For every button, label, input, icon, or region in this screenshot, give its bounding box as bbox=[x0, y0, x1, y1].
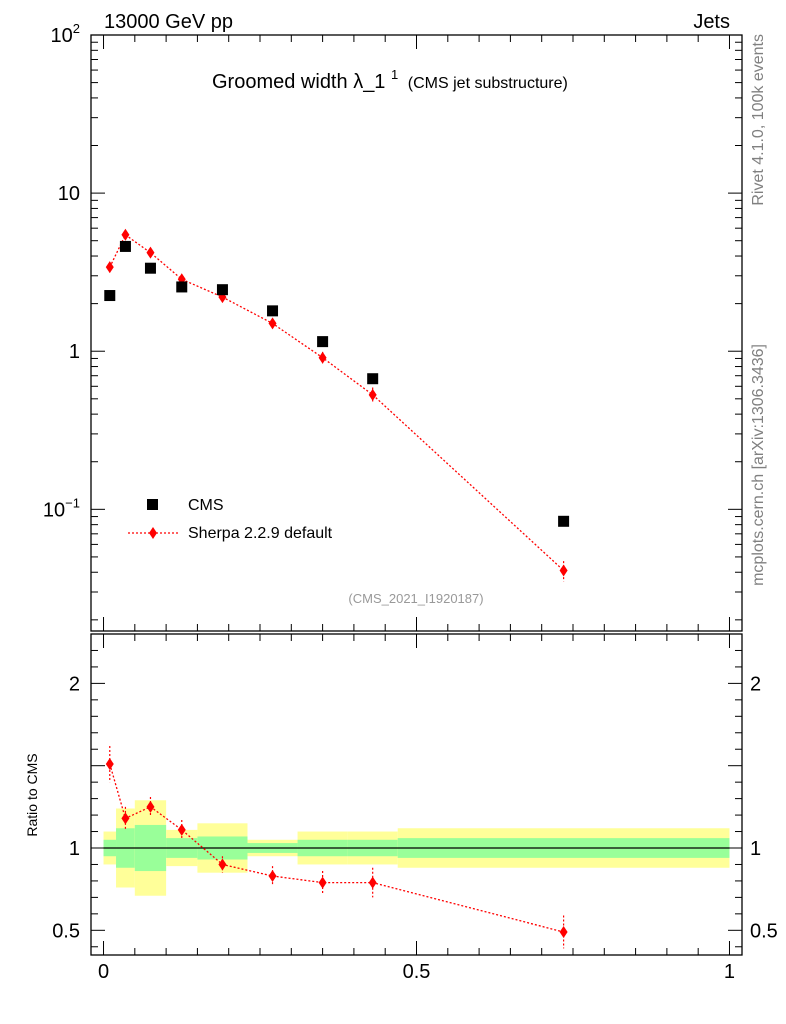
mc-ratio-point bbox=[218, 858, 227, 871]
cms-data-point bbox=[558, 515, 570, 527]
cms-data-point bbox=[144, 262, 156, 274]
mc-ratio-point bbox=[105, 758, 114, 771]
ratio-plot-frame bbox=[90, 633, 743, 956]
legend: CMS Sherpa 2.2.9 default bbox=[128, 497, 333, 542]
ratio-y-tick-label-left: 1 bbox=[69, 838, 80, 860]
mc-ratio-point bbox=[177, 823, 186, 836]
cms-data-point bbox=[367, 373, 379, 385]
mc-ratio-point bbox=[318, 876, 327, 889]
mc-main-point bbox=[368, 388, 377, 401]
mc-ratio-point bbox=[146, 800, 155, 813]
cms-data-point bbox=[119, 240, 131, 252]
ratio-x-tick-label: 0 bbox=[98, 961, 109, 983]
ratio-y-tick-label-right: 2 bbox=[750, 673, 761, 695]
main-y-tick-label: 10−1 bbox=[43, 495, 80, 521]
title-main: Groomed width bbox=[212, 71, 348, 93]
mc-main-point bbox=[146, 246, 155, 259]
mc-ratio-point bbox=[268, 869, 277, 882]
cms-data-point bbox=[104, 290, 116, 302]
ratio-y-tick-label-right: 0.5 bbox=[750, 920, 778, 942]
ratio-x-tick-label: 1 bbox=[724, 961, 735, 983]
ratio-ylabel: Ratio to CMS bbox=[24, 753, 40, 836]
mcplots-label: mcplots.cern.ch [arXiv:1306.3436] bbox=[750, 344, 767, 586]
main-y-tick-label: 102 bbox=[51, 21, 80, 47]
rivet-label: Rivet 4.1.0, 100k events bbox=[750, 34, 767, 206]
ratio-y-tick-label-right: 1 bbox=[750, 838, 761, 860]
mc-main-point bbox=[559, 564, 568, 577]
title-lambda: λ_1 bbox=[353, 71, 385, 93]
legend-cms-label: CMS bbox=[188, 497, 224, 514]
legend-mc-label: Sherpa 2.2.9 default bbox=[188, 525, 333, 542]
title-suffix: (CMS jet substructure) bbox=[408, 75, 568, 92]
mc-main-point bbox=[318, 351, 327, 364]
analysis-watermark: (CMS_2021_I1920187) bbox=[348, 591, 483, 606]
cms-data-point bbox=[267, 305, 279, 317]
mc-ratio-point bbox=[368, 876, 377, 889]
title-sup: 1 bbox=[391, 67, 398, 82]
mc-main-point bbox=[268, 317, 277, 330]
ratio-y-tick-label-left: 0.5 bbox=[52, 920, 80, 942]
legend-cms-marker bbox=[147, 499, 158, 510]
main-y-tick-label: 10 bbox=[58, 183, 80, 205]
energy-label: 13000 GeV pp bbox=[104, 11, 233, 33]
cms-data-point bbox=[176, 281, 188, 293]
ratio-y-tick-label-left: 2 bbox=[69, 673, 80, 695]
main-y-tick-label: 1 bbox=[69, 341, 80, 363]
mc-ratio-point bbox=[559, 925, 568, 938]
mc-main-point bbox=[105, 261, 114, 274]
cms-data-point bbox=[216, 284, 228, 296]
mc-ratio-point bbox=[121, 812, 130, 825]
category-label: Jets bbox=[693, 11, 730, 33]
cms-data-point bbox=[317, 336, 329, 348]
main-title: Groomed width λ_1 1 (CMS jet substructur… bbox=[212, 62, 568, 93]
ratio-x-tick-label: 0.5 bbox=[403, 961, 431, 983]
legend-mc-marker bbox=[149, 527, 157, 539]
mc-main-point bbox=[121, 228, 130, 241]
